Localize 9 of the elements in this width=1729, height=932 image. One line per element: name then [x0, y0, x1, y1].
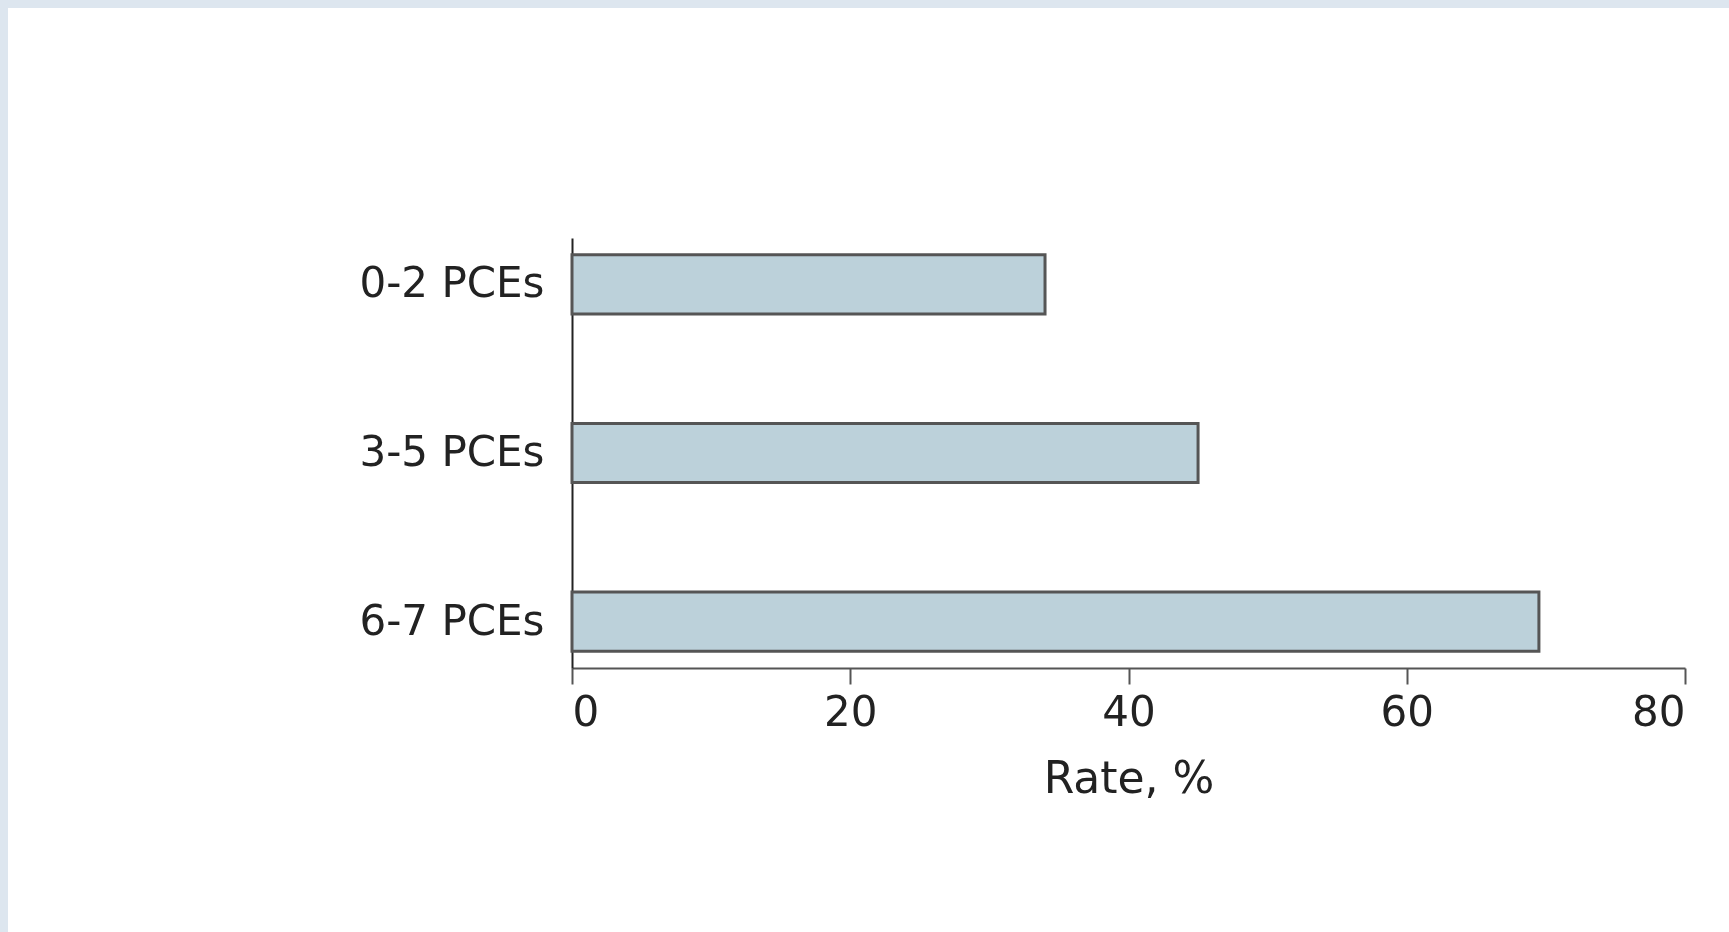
y-tick-label: 0-2 PCEs: [359, 258, 545, 308]
x-tick-label: 80: [1632, 686, 1686, 736]
y-tick-label: 3-5 PCEs: [359, 427, 545, 476]
x-axis-title: Rate, %: [1043, 751, 1215, 803]
x-tick-label: 20: [824, 686, 878, 736]
y-tick-label: 6-7 PCEs: [359, 595, 545, 645]
x-tick-label: 60: [1380, 686, 1434, 736]
x-tick-label: 40: [1102, 686, 1156, 736]
x-tick-label: 0: [572, 686, 600, 736]
